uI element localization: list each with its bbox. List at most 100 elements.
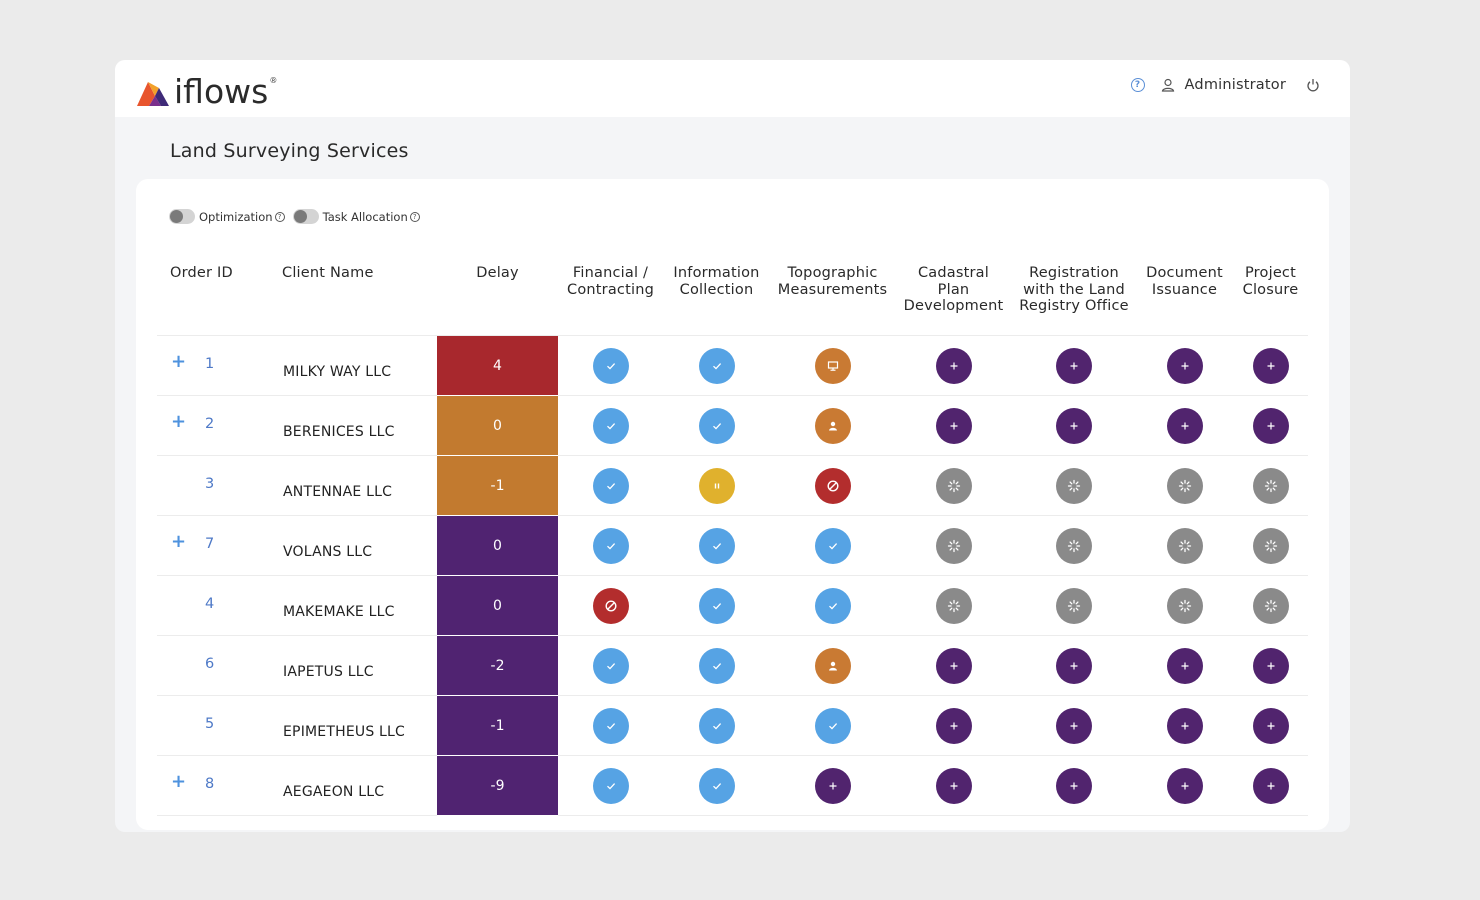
status-pending-icon[interactable] (1166, 407, 1203, 444)
status-done-icon[interactable] (698, 407, 735, 444)
table-row[interactable]: 5 EPIMETHEUS LLC -1 (157, 695, 1308, 756)
status-done-icon[interactable] (592, 407, 629, 444)
table-row[interactable]: +2 BERENICES LLC 0 (157, 395, 1308, 456)
col-step-5[interactable]: Document Issuance (1136, 261, 1233, 336)
status-done-icon[interactable] (592, 527, 629, 564)
status-blocked-icon[interactable] (592, 587, 629, 624)
status-done-icon[interactable] (592, 707, 629, 744)
status-waiting-icon[interactable] (935, 467, 972, 504)
order-id-link[interactable]: 8 (205, 776, 215, 792)
status-pending-icon[interactable] (1166, 767, 1203, 804)
task-allocation-switch[interactable] (292, 209, 319, 224)
status-pending-icon[interactable] (935, 767, 972, 804)
status-pending-icon[interactable] (1252, 407, 1289, 444)
optimization-switch[interactable] (169, 209, 195, 224)
status-waiting-icon[interactable] (1252, 527, 1289, 564)
col-step-4[interactable]: Registration with the Land Registry Office (1012, 261, 1136, 336)
help-icon[interactable]: ? (1130, 78, 1145, 92)
status-pending-icon[interactable] (1252, 647, 1289, 684)
status-blocked-icon[interactable] (814, 467, 851, 504)
status-review-icon[interactable] (814, 347, 851, 384)
task-allocation-help-icon[interactable]: ? (409, 211, 420, 222)
optimization-toggle[interactable]: Optimization ? (169, 209, 285, 224)
status-waiting-icon[interactable] (1252, 587, 1289, 624)
status-pending-icon[interactable] (1252, 707, 1289, 744)
order-id-link[interactable]: 2 (205, 416, 215, 432)
status-done-icon[interactable] (698, 347, 735, 384)
col-step-6[interactable]: Project Closure (1233, 261, 1308, 336)
col-client-name[interactable]: Client Name (282, 261, 437, 336)
table-row[interactable]: 6 IAPETUS LLC -2 (157, 635, 1308, 696)
col-step-2[interactable]: Topographic Measurements (770, 261, 895, 336)
expand-row-icon[interactable]: + (171, 411, 187, 432)
order-id-cell: +1 (157, 335, 282, 396)
col-delay[interactable]: Delay (437, 261, 558, 336)
status-pending-icon[interactable] (1166, 707, 1203, 744)
status-pending-icon[interactable] (1252, 767, 1289, 804)
status-done-icon[interactable] (592, 647, 629, 684)
order-id-link[interactable]: 4 (205, 596, 215, 612)
status-pending-icon[interactable] (1056, 647, 1092, 684)
power-icon[interactable] (1306, 78, 1320, 92)
status-paused-icon[interactable] (698, 467, 735, 504)
status-done-icon[interactable] (698, 767, 735, 804)
status-pending-icon[interactable] (1166, 647, 1203, 684)
table-row[interactable]: +7 VOLANS LLC 0 (157, 515, 1308, 576)
status-done-icon[interactable] (592, 347, 629, 384)
task-allocation-toggle[interactable]: Task Allocation ? (292, 209, 420, 224)
status-waiting-icon[interactable] (1056, 467, 1092, 504)
status-done-icon[interactable] (814, 587, 851, 624)
user-icon[interactable] (1161, 78, 1175, 92)
optimization-help-icon[interactable]: ? (274, 211, 285, 222)
status-pending-icon[interactable] (814, 767, 851, 804)
col-step-1[interactable]: Information Collection (663, 261, 770, 336)
status-waiting-icon[interactable] (1166, 467, 1203, 504)
status-done-icon[interactable] (592, 467, 629, 504)
status-assigned-icon[interactable] (814, 407, 851, 444)
order-id-link[interactable]: 3 (205, 476, 215, 492)
expand-row-icon[interactable]: + (171, 531, 187, 552)
status-done-icon[interactable] (814, 707, 851, 744)
col-order-id[interactable]: Order ID (157, 261, 282, 336)
status-pending-icon[interactable] (935, 347, 972, 384)
status-done-icon[interactable] (814, 527, 851, 564)
step-cell (1136, 395, 1233, 456)
status-pending-icon[interactable] (935, 707, 972, 744)
expand-row-icon[interactable]: + (171, 351, 187, 372)
logo[interactable]: iflows ® (135, 74, 277, 108)
status-done-icon[interactable] (698, 587, 735, 624)
status-waiting-icon[interactable] (935, 527, 972, 564)
status-done-icon[interactable] (698, 647, 735, 684)
status-waiting-icon[interactable] (935, 587, 972, 624)
status-pending-icon[interactable] (935, 647, 972, 684)
status-done-icon[interactable] (592, 767, 629, 804)
table-row[interactable]: +8 AEGAEON LLC -9 (157, 755, 1308, 816)
status-done-icon[interactable] (698, 527, 735, 564)
delay-cell: -2 (437, 635, 558, 696)
status-waiting-icon[interactable] (1166, 527, 1203, 564)
status-done-icon[interactable] (698, 707, 735, 744)
status-pending-icon[interactable] (1166, 347, 1203, 384)
order-id-link[interactable]: 7 (205, 536, 215, 552)
order-id-link[interactable]: 6 (205, 656, 215, 672)
status-waiting-icon[interactable] (1252, 467, 1289, 504)
status-pending-icon[interactable] (1056, 707, 1092, 744)
status-waiting-icon[interactable] (1166, 587, 1203, 624)
col-step-0[interactable]: Financial / Contracting (558, 261, 663, 336)
status-waiting-icon[interactable] (1056, 587, 1092, 624)
status-pending-icon[interactable] (1056, 767, 1092, 804)
table-row[interactable]: 4 MAKEMAKE LLC 0 (157, 575, 1308, 636)
status-pending-icon[interactable] (1056, 407, 1092, 444)
username[interactable]: Administrator (1184, 77, 1286, 93)
status-pending-icon[interactable] (1252, 347, 1289, 384)
table-row[interactable]: +1 MILKY WAY LLC 4 (157, 335, 1308, 396)
status-assigned-icon[interactable] (814, 647, 851, 684)
status-pending-icon[interactable] (1056, 347, 1092, 384)
table-row[interactable]: 3 ANTENNAE LLC -1 (157, 455, 1308, 516)
order-id-link[interactable]: 1 (205, 356, 215, 372)
status-waiting-icon[interactable] (1056, 527, 1092, 564)
status-pending-icon[interactable] (935, 407, 972, 444)
expand-row-icon[interactable]: + (171, 771, 187, 792)
order-id-link[interactable]: 5 (205, 716, 215, 732)
col-step-3[interactable]: Cadastral Plan Development (895, 261, 1012, 336)
